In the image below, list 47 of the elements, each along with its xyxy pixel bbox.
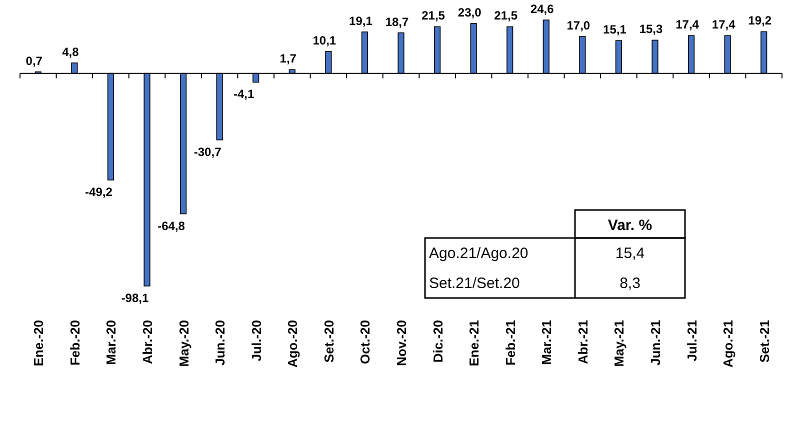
data-label: 21,5 (422, 8, 446, 23)
x-tick-label: Ago.-21 (720, 320, 736, 368)
x-tick-label: Ene.-20 (31, 320, 46, 366)
x-tick-label: Abr.-21 (575, 320, 590, 364)
data-label: 19,1 (349, 14, 373, 28)
data-label: 15,1 (603, 22, 627, 37)
x-tick-label: Abr.-20 (140, 320, 155, 364)
data-label: -4,1 (234, 87, 255, 102)
data-label: 17,4 (712, 18, 736, 32)
data-label: 1,7 (280, 52, 297, 66)
annotation: Ago.21/Ago.20 (429, 245, 528, 262)
x-tick-label: Mar.-21 (539, 320, 554, 365)
x-tick-label: Jun.-20 (212, 320, 228, 366)
annotation: Set.21/Set.20 (429, 275, 520, 292)
data-label: 17,0 (566, 18, 590, 32)
annotation: 8,3 (620, 275, 640, 292)
data-label: 23,0 (458, 5, 482, 20)
x-tick-label: Jul.-21 (684, 320, 700, 362)
annotation: Var. % (608, 217, 652, 234)
data-label: 10,1 (312, 33, 336, 48)
data-label: 18,7 (385, 14, 409, 29)
x-tick-label: Feb.-21 (502, 320, 518, 366)
x-tick-label: Nov.-20 (394, 320, 409, 366)
x-tick-label: Oct.-20 (358, 320, 373, 364)
data-label: 21,5 (494, 8, 518, 23)
data-label: 19,2 (748, 14, 772, 28)
x-tick-label: Set.-21 (756, 320, 772, 363)
data-label: 15,3 (639, 22, 663, 36)
data-label: 17,4 (676, 18, 700, 32)
x-tick-label: Jun.-21 (648, 320, 663, 366)
data-label: 24,6 (530, 2, 554, 16)
x-tick-label: Dic.-20 (430, 320, 446, 363)
data-label: -98,1 (121, 291, 149, 305)
x-tick-label: Ene.-21 (466, 320, 482, 366)
data-label: -30,7 (194, 144, 222, 159)
x-tick-label: May.-21 (612, 320, 627, 367)
data-label: -64,8 (158, 218, 186, 233)
x-tick-label: Jul.-20 (248, 320, 264, 362)
x-tick-label: May.-20 (176, 320, 192, 367)
data-label: 0,7 (26, 54, 43, 68)
x-tick-label: Mar.-20 (104, 320, 119, 365)
x-tick-label: Ago.-20 (285, 320, 300, 368)
data-label: 4,8 (62, 44, 80, 59)
data-label: -49,2 (85, 184, 113, 199)
annotation: 15,4 (615, 245, 645, 262)
x-tick-label: Feb.-20 (67, 320, 82, 366)
x-tick-label: Set.-20 (321, 320, 336, 363)
